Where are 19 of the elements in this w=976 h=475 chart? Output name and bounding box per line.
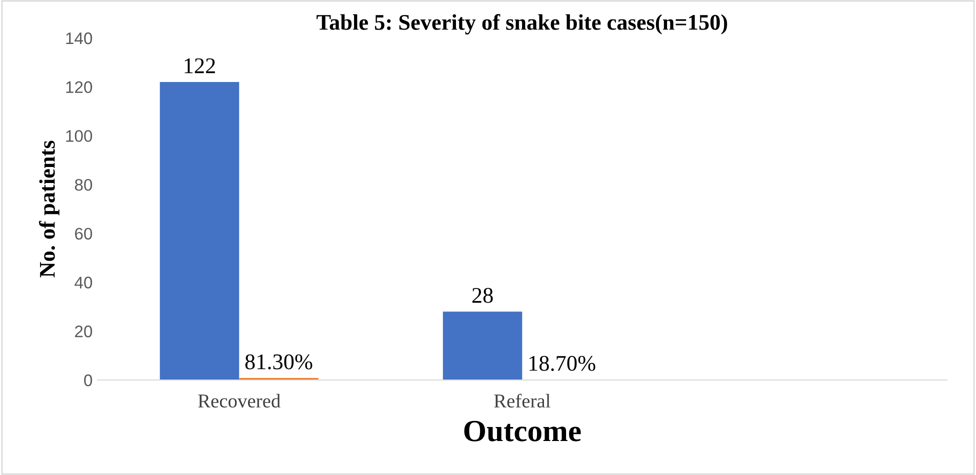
x-tick-label: Recovered [198, 394, 280, 408]
y-tick-label: 0 [84, 374, 92, 386]
bar [442, 312, 522, 380]
y-axis-title: No. of patients [39, 140, 60, 278]
chart-title: Table 5: Severity of snake bite cases(n=150) [316, 14, 728, 34]
bar [160, 82, 240, 380]
y-tick-label: 80 [74, 178, 92, 191]
x-tick-label: Referal [494, 394, 550, 408]
data-label: 18.70% [529, 356, 596, 371]
data-label: 122 [184, 58, 215, 74]
y-tick-label: 20 [75, 326, 92, 338]
data-label: 28 [472, 288, 493, 303]
x-axis-title: Outcome [464, 420, 581, 442]
y-tick-label: 140 [66, 32, 92, 44]
data-label: 81.30% [245, 354, 312, 370]
y-tick-label: 40 [74, 276, 92, 288]
y-tick-label: 100 [66, 130, 92, 142]
y-tick-label: 60 [75, 228, 92, 240]
y-tick-label: 120 [66, 81, 92, 94]
